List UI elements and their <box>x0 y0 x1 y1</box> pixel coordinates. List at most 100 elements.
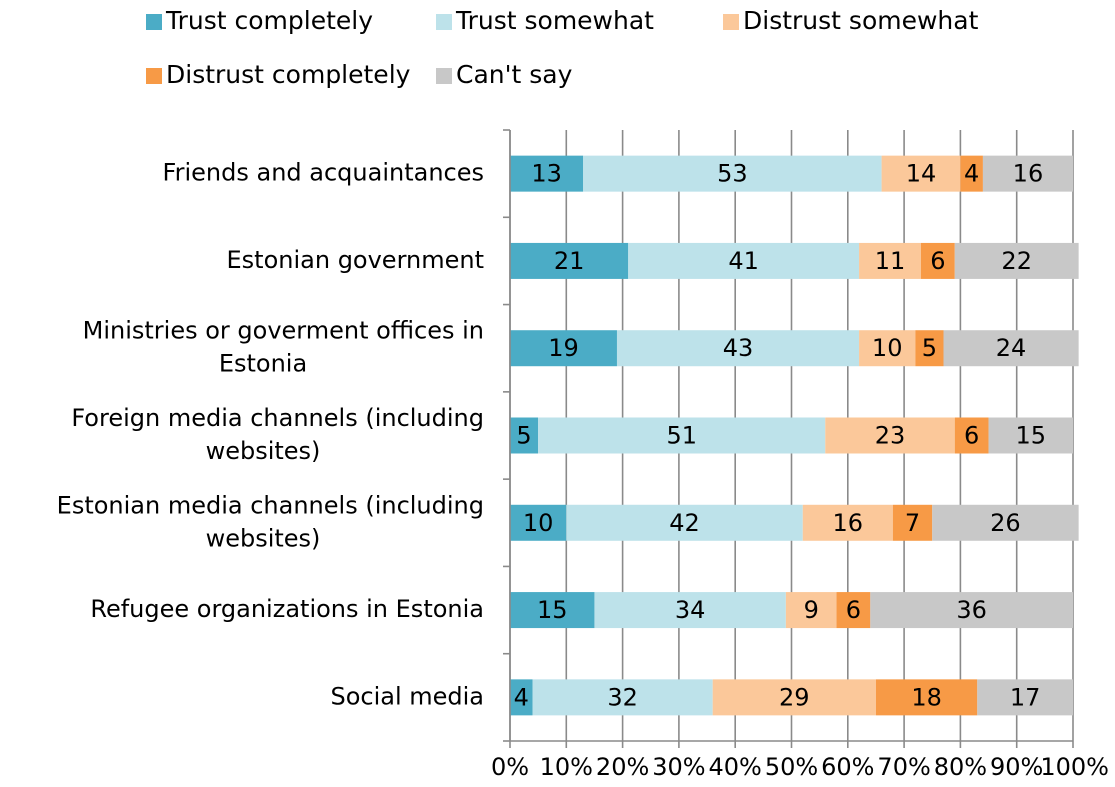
axes: 0% 10% 20% 30% 40% 50% 60% 70% 80% 90%100% <box>491 129 1109 781</box>
data-label-distrust-completely-3: 6 <box>964 422 979 450</box>
bar-can-t-say-1 <box>954 242 1079 279</box>
bar-can-t-say-5 <box>870 592 1073 629</box>
x-tick-label-4: 40% <box>709 753 762 781</box>
category-label-5-0: Refugee organizations in Estonia <box>90 595 484 623</box>
data-label-trust-somewhat-1: 41 <box>728 247 759 275</box>
data-label-distrust-somewhat-1: 11 <box>875 247 906 275</box>
x-tick-label-8: 80% <box>934 753 987 781</box>
data-label-distrust-somewhat-4: 16 <box>833 509 864 537</box>
bar-can-t-say-3 <box>988 417 1073 454</box>
x-tick-label-7: 70% <box>877 753 930 781</box>
bar-distrust-somewhat-4 <box>802 504 893 541</box>
bar-distrust-completely-4 <box>892 504 933 541</box>
legend: Trust completely Trust somewhat Distrust s… <box>146 6 979 89</box>
bar-trust-somewhat-5 <box>594 592 786 629</box>
data-label-trust-completely-5: 15 <box>537 596 568 624</box>
data-label-trust-completely-2: 19 <box>548 334 579 362</box>
data-label-trust-somewhat-6: 32 <box>607 683 638 711</box>
data-label-trust-completely-1: 21 <box>554 247 585 275</box>
bar-distrust-completely-6 <box>875 679 978 716</box>
data-label-distrust-completely-6: 18 <box>911 683 942 711</box>
data-label-can-t-say-0: 16 <box>1013 160 1044 188</box>
category-label-4-0: Estonian media channels (including <box>57 491 484 519</box>
data-label-distrust-completely-0: 4 <box>964 160 979 188</box>
bar-trust-somewhat-3 <box>538 417 826 454</box>
data-label-distrust-somewhat-5: 9 <box>804 596 819 624</box>
bar-distrust-completely-1 <box>920 242 955 279</box>
bar-distrust-completely-2 <box>915 330 944 367</box>
data-label-trust-completely-0: 13 <box>531 160 562 188</box>
bar-can-t-say-6 <box>977 679 1073 716</box>
bar-distrust-somewhat-2 <box>859 330 916 367</box>
bar-trust-completely-5 <box>510 592 595 629</box>
bar-distrust-somewhat-5 <box>785 592 837 629</box>
data-label-can-t-say-6: 17 <box>1010 683 1041 711</box>
data-label-trust-somewhat-2: 43 <box>723 334 754 362</box>
legend-label-trust-completely: Trust completely <box>165 6 373 35</box>
data-label-distrust-somewhat-0: 14 <box>906 160 937 188</box>
x-tick-label-10: 100% <box>1040 753 1109 781</box>
x-tick-label-3: 30% <box>652 753 705 781</box>
bar-trust-completely-0 <box>510 155 584 192</box>
x-tick-label-1: 10% <box>540 753 593 781</box>
category-label-6-0: Social media <box>330 682 484 710</box>
data-label-trust-completely-3: 5 <box>516 422 531 450</box>
category-label-0-0: Friends and acquaintances <box>163 159 484 187</box>
category-label-3-1: websites) <box>206 437 321 465</box>
legend-label-distrust-somewhat: Distrust somewhat <box>743 6 979 35</box>
bar-trust-completely-4 <box>510 504 567 541</box>
data-label-trust-somewhat-5: 34 <box>675 596 706 624</box>
data-label-distrust-somewhat-6: 29 <box>779 683 810 711</box>
legend-swatch-trust-completely <box>146 14 162 30</box>
bar-trust-completely-3 <box>510 417 539 454</box>
category-label-3-0: Foreign media channels (including <box>71 404 484 432</box>
bar-trust-completely-1 <box>510 242 629 279</box>
data-label-can-t-say-4: 26 <box>990 509 1021 537</box>
data-label-trust-somewhat-4: 42 <box>669 509 700 537</box>
legend-swatch-can-t-say <box>436 68 452 84</box>
bar-distrust-somewhat-0 <box>881 155 961 192</box>
bar-distrust-completely-3 <box>954 417 989 454</box>
category-label-2-0: Ministries or goverment offices in <box>83 317 484 345</box>
bar-trust-somewhat-4 <box>566 504 803 541</box>
bar-can-t-say-4 <box>932 504 1079 541</box>
data-label-distrust-completely-4: 7 <box>905 509 920 537</box>
bar-distrust-somewhat-6 <box>712 679 876 716</box>
category-labels: Friends and acquaintances Estonian govern… <box>57 159 484 711</box>
legend-label-can-t-say: Can't say <box>456 60 573 89</box>
legend-swatch-distrust-somewhat <box>723 14 739 30</box>
bar-trust-somewhat-0 <box>583 155 882 192</box>
bar-distrust-somewhat-1 <box>859 242 921 279</box>
data-label-trust-completely-6: 4 <box>514 683 529 711</box>
category-label-1-0: Estonian government <box>227 246 485 274</box>
legend-swatch-distrust-completely <box>146 68 162 84</box>
x-tick-label-9: 90% <box>990 753 1043 781</box>
data-label-trust-completely-4: 10 <box>523 509 554 537</box>
bar-trust-somewhat-2 <box>616 330 860 367</box>
data-label-trust-somewhat-0: 53 <box>717 160 748 188</box>
data-label-trust-somewhat-3: 51 <box>666 422 697 450</box>
data-label-distrust-somewhat-3: 23 <box>875 422 906 450</box>
bar-distrust-somewhat-3 <box>825 417 955 454</box>
data-label-distrust-completely-5: 6 <box>846 596 861 624</box>
bar-trust-somewhat-6 <box>532 679 713 716</box>
data-label-can-t-say-1: 22 <box>1001 247 1032 275</box>
bar-distrust-completely-0 <box>960 155 983 192</box>
category-label-4-1: websites) <box>206 524 321 552</box>
x-tick-label-6: 60% <box>821 753 874 781</box>
data-label-distrust-completely-1: 6 <box>930 247 945 275</box>
bar-can-t-say-2 <box>943 330 1079 367</box>
category-label-2-1: Estonia <box>219 350 307 378</box>
legend-swatch-trust-somewhat <box>436 14 452 30</box>
data-label-can-t-say-3: 15 <box>1016 422 1047 450</box>
data-label-can-t-say-5: 36 <box>956 596 987 624</box>
bar-can-t-say-0 <box>982 155 1073 192</box>
bar-trust-completely-2 <box>510 330 617 367</box>
data-label-can-t-say-2: 24 <box>996 334 1027 362</box>
bar-trust-completely-6 <box>510 679 533 716</box>
legend-label-distrust-completely: Distrust completely <box>166 60 411 89</box>
x-tick-label-0: 0% <box>491 753 529 781</box>
